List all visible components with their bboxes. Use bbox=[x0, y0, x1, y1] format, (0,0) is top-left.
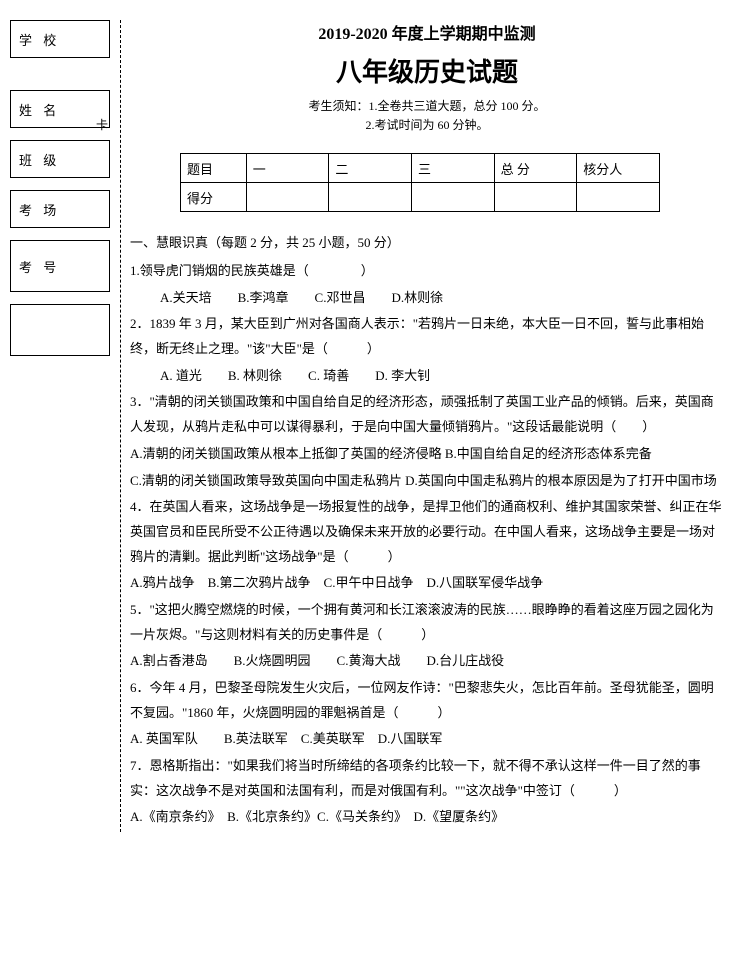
notice-2: 2.考试时间为 60 分钟。 bbox=[130, 116, 724, 133]
q3-options-b: C.清朝的闭关锁国政策导致英国向中国走私鸦片 D.英国向中国走私鸦片的根本原因是… bbox=[130, 469, 724, 494]
school-cell: 学 校 bbox=[10, 20, 110, 58]
td-s2 bbox=[329, 183, 412, 212]
blank-cell bbox=[10, 304, 110, 356]
exam-title: 八年级历史试题 bbox=[130, 52, 724, 89]
th-3: 三 bbox=[412, 154, 495, 183]
q6-options: A. 英国军队 B.英法联军 C.美英联军 D.八国联军 bbox=[130, 727, 724, 752]
q1-text: 1.领导虎门销烟的民族英雄是（ ） bbox=[130, 259, 724, 284]
name-cell: 姓 名 bbox=[10, 90, 110, 128]
q4-text: 4．在英国人看来，这场战争是一场报复性的战争，是捍卫他们的通商权利、维护其国家荣… bbox=[130, 495, 724, 569]
q4-options: A.鸦片战争 B.第二次鸦片战争 C.甲午中日战争 D.八国联军侵华战争 bbox=[130, 571, 724, 596]
section-1-title: 一、慧眼识真（每题 2 分，共 25 小题，50 分） bbox=[130, 232, 724, 251]
th-total: 总 分 bbox=[494, 154, 577, 183]
td-checker bbox=[577, 183, 660, 212]
exam-period: 2019-2020 年度上学期期中监测 bbox=[130, 20, 724, 44]
q6-text: 6．今年 4 月，巴黎圣母院发生火灾后，一位网友作诗："巴黎悲失火，怎比百年前。… bbox=[130, 676, 724, 725]
q2-options: A. 道光 B. 林则徐 C. 琦善 D. 李大钊 bbox=[160, 364, 724, 389]
student-info-panel: 学 校 姓 名 班 级 考 场 考 号 bbox=[10, 20, 110, 832]
class-cell: 班 级 bbox=[10, 140, 110, 178]
q1-options: A.关天培 B.李鸿章 C.邓世昌 D.林则徐 bbox=[160, 286, 724, 311]
q7-options: A.《南京条约》 B.《北京条约》C.《马关条约》 D.《望厦条约》 bbox=[130, 805, 724, 830]
th-topic: 题目 bbox=[181, 154, 247, 183]
th-2: 二 bbox=[329, 154, 412, 183]
score-table: 题目 一 二 三 总 分 核分人 得分 bbox=[180, 153, 660, 212]
q3-options-a: A.清朝的闭关锁国政策从根本上抵御了英国的经济侵略 B.中国自给自足的经济形态体… bbox=[130, 442, 724, 467]
main-content: 2019-2020 年度上学期期中监测 八年级历史试题 考生须知：1.全卷共三道… bbox=[130, 20, 724, 832]
td-s3 bbox=[412, 183, 495, 212]
stray-char: 卡 bbox=[96, 116, 108, 133]
q5-options: A.割占香港岛 B.火烧圆明园 C.黄海大战 D.台儿庄战役 bbox=[130, 649, 724, 674]
fold-line bbox=[110, 20, 130, 832]
q2-text: 2．1839 年 3 月，某大臣到广州对各国商人表示："若鸦片一日未绝，本大臣一… bbox=[130, 312, 724, 361]
q3-text: 3．"清朝的闭关锁国政策和中国自给自足的经济形态，顽强抵制了英国工业产品的倾销。… bbox=[130, 390, 724, 439]
td-score-label: 得分 bbox=[181, 183, 247, 212]
th-1: 一 bbox=[246, 154, 329, 183]
exam-no-cell: 考 号 bbox=[10, 240, 110, 292]
q7-text: 7．恩格斯指出："如果我们将当时所缔结的各项条约比较一下，就不得不承认这样一件一… bbox=[130, 754, 724, 803]
notice-1: 考生须知：1.全卷共三道大题，总分 100 分。 bbox=[130, 97, 724, 114]
td-stotal bbox=[494, 183, 577, 212]
room-cell: 考 场 bbox=[10, 190, 110, 228]
th-checker: 核分人 bbox=[577, 154, 660, 183]
q5-text: 5．"这把火腾空燃烧的时候，一个拥有黄河和长江滚滚波涛的民族……眼睁睁的看着这座… bbox=[130, 598, 724, 647]
td-s1 bbox=[246, 183, 329, 212]
